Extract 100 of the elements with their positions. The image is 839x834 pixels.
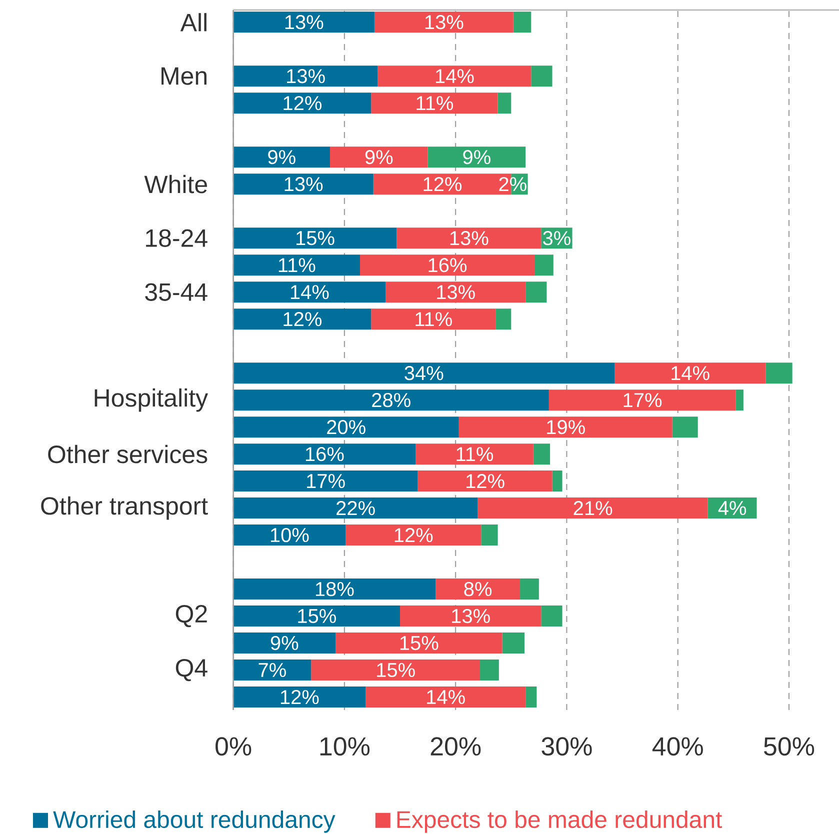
x-tick-label: 20% [430,737,481,756]
data-label: 13% [437,285,475,300]
bar [502,632,524,654]
y-tick-label: 18-24 [146,229,208,247]
bar [233,12,374,33]
bar [400,606,542,627]
y-tick-label: Other transport [41,496,208,520]
bar [233,92,372,114]
data-label: 11% [278,258,316,272]
bar [371,92,498,114]
y-tick-label: Other services [48,444,208,464]
data-label: 13% [452,608,490,624]
bar [233,470,418,492]
bar [766,362,792,384]
bar [496,308,512,330]
data-label: 9% [365,150,393,164]
data-label: 13% [284,177,323,192]
legend-label: Expects to be made redundant [397,810,722,833]
bar [396,228,542,249]
x-tick-label: 30% [542,737,592,756]
bar [233,146,330,168]
bar [233,416,459,438]
data-label: 4% [718,501,746,516]
data-label: 11% [416,312,452,326]
y-tick-label: Q4 [176,658,208,682]
bar [481,524,498,546]
data-label: 12% [424,177,462,192]
bar [366,686,526,708]
bar [498,92,512,114]
bar [311,660,480,681]
legend-label: Worried about redundancy [53,810,336,833]
bar [672,416,698,438]
data-label: 34% [404,366,444,380]
bar [371,308,496,330]
bar [534,254,554,276]
bar [531,66,552,87]
data-label: 9% [463,150,490,164]
data-label: 14% [290,285,329,300]
y-tick-label: Hospitality [94,388,208,412]
bar [233,362,614,384]
bar [436,578,520,600]
y-tick-label: Men [162,67,206,85]
bar [233,174,374,195]
x-tick-label: 50% [764,737,814,756]
bar [418,470,552,492]
bar [374,12,514,33]
y-tick-label: All [180,13,206,32]
data-label: 13% [450,231,488,246]
bar [233,606,400,627]
bar [416,444,534,465]
bar [541,606,562,627]
data-label: 22% [336,501,375,516]
data-label: 12% [280,690,319,704]
data-label: 15% [377,662,415,678]
bar [336,632,502,654]
bar [513,12,532,33]
data-label: 15% [400,636,438,650]
bar [233,254,360,276]
data-label: 7% [258,663,286,678]
data-label: 12% [284,96,322,110]
bar [233,282,386,303]
data-label: 17% [624,393,662,408]
bar [526,282,547,303]
data-label: 13% [287,69,325,84]
bar [378,66,532,87]
data-label: 9% [270,636,298,650]
x-tick-label: 10% [320,737,370,756]
data-label: 14% [427,690,465,704]
bar [552,470,562,492]
data-label: 15% [296,231,334,246]
data-label: 17% [307,474,345,488]
data-label: 14% [436,69,474,84]
data-label: 13% [425,15,464,30]
bar [480,660,499,681]
bar [233,308,372,330]
data-label: 11% [456,447,494,462]
data-label: 16% [306,446,344,462]
data-label: 12% [466,474,504,488]
bar [478,498,708,519]
bar [233,578,436,600]
bar [360,254,534,276]
bar [233,524,346,546]
data-label: 13% [285,15,324,30]
bar [233,632,336,654]
bar [458,416,672,438]
bar [548,390,736,411]
y-tick-label: Q2 [176,604,207,628]
data-label: 12% [394,528,433,542]
bar [233,444,416,465]
bar [614,362,766,384]
y-tick-label: 35-44 [145,283,208,301]
x-tick-label: 0% [216,737,252,756]
bar [533,444,550,465]
bar [233,228,397,249]
bar [526,686,537,708]
data-label: 21% [574,501,612,516]
bar [520,578,539,600]
data-label: 19% [547,420,585,434]
bar [386,282,526,303]
data-label: 20% [327,420,366,434]
